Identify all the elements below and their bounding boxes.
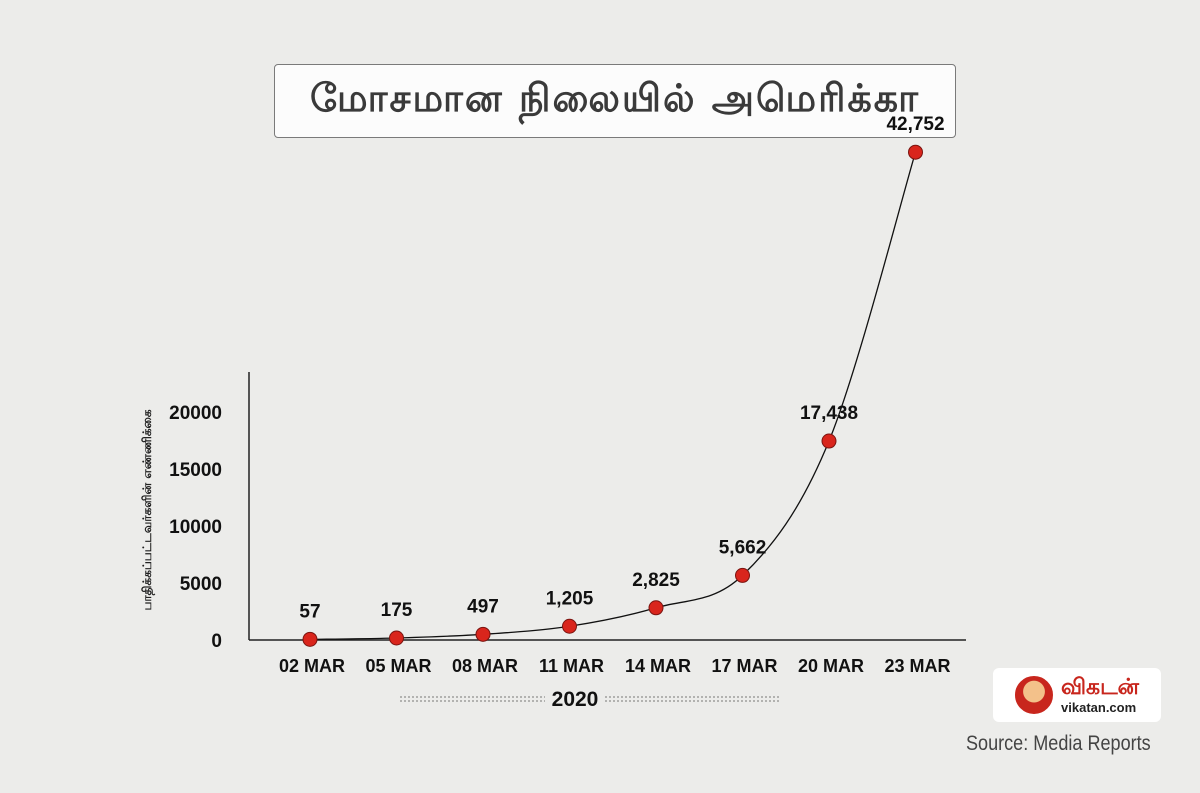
data-point <box>475 626 491 642</box>
data-label: 2,825 <box>632 570 680 591</box>
x-tick-label: 23 MAR <box>884 656 950 676</box>
x-tick-label: 14 MAR <box>625 656 691 676</box>
vikatan-face-icon <box>1015 676 1054 714</box>
data-labels: 57 175 497 1,205 2,825 5,662 17,438 42,752 <box>299 114 944 622</box>
page-title: மோசமான நிலையில் அமெரிக்கா <box>310 76 920 120</box>
data-point <box>821 433 837 449</box>
data-points <box>302 144 923 647</box>
data-label: 497 <box>467 596 499 617</box>
y-tick-labels: 0 5000 10000 15000 20000 <box>169 403 222 652</box>
x-axis-year-group: 2020 <box>400 688 780 711</box>
x-tick-label: 05 MAR <box>365 656 431 676</box>
logo-wordmark: விகடன் <box>1061 674 1139 700</box>
x-tick-label: 02 MAR <box>279 656 345 676</box>
data-label: 5,662 <box>719 537 767 558</box>
vikatan-logo[interactable]: விகடன் vikatan.com <box>993 668 1161 722</box>
y-tick-label: 15000 <box>169 460 222 481</box>
data-label: 17,438 <box>800 403 858 424</box>
series-line <box>309 152 917 640</box>
data-label: 42,752 <box>886 114 944 135</box>
data-point <box>562 618 577 634</box>
data-label: 175 <box>381 600 413 621</box>
data-label: 1,205 <box>546 588 594 609</box>
data-point <box>389 630 404 646</box>
data-point <box>648 600 664 616</box>
title-box: மோசமான நிலையில் அமெரிக்கா <box>274 64 956 138</box>
y-axis-label: பாதிக்கப்பட்டவர்களின் எண்ணிக்கை <box>140 409 155 610</box>
data-point <box>908 144 923 160</box>
x-tick-label: 17 MAR <box>711 656 777 676</box>
x-tick-label: 11 MAR <box>539 656 604 676</box>
y-tick-label: 10000 <box>169 517 222 538</box>
logo-url: vikatan.com <box>1061 699 1137 715</box>
x-tick-labels: 02 MAR 05 MAR 08 MAR 11 MAR 14 MAR 17 MAR 20 M… <box>279 656 951 676</box>
y-tick-label: 20000 <box>169 403 222 424</box>
data-point <box>735 567 750 583</box>
x-tick-label: 20 MAR <box>798 656 864 676</box>
x-axis-label: 2020 <box>552 688 599 711</box>
chart-axes <box>248 372 966 641</box>
source-note: Source: Media Reports <box>966 732 1151 755</box>
data-label: 57 <box>299 601 320 622</box>
y-tick-label: 5000 <box>180 574 222 595</box>
y-tick-label: 0 <box>211 631 222 652</box>
data-point <box>302 631 318 647</box>
x-tick-label: 08 MAR <box>452 656 518 676</box>
